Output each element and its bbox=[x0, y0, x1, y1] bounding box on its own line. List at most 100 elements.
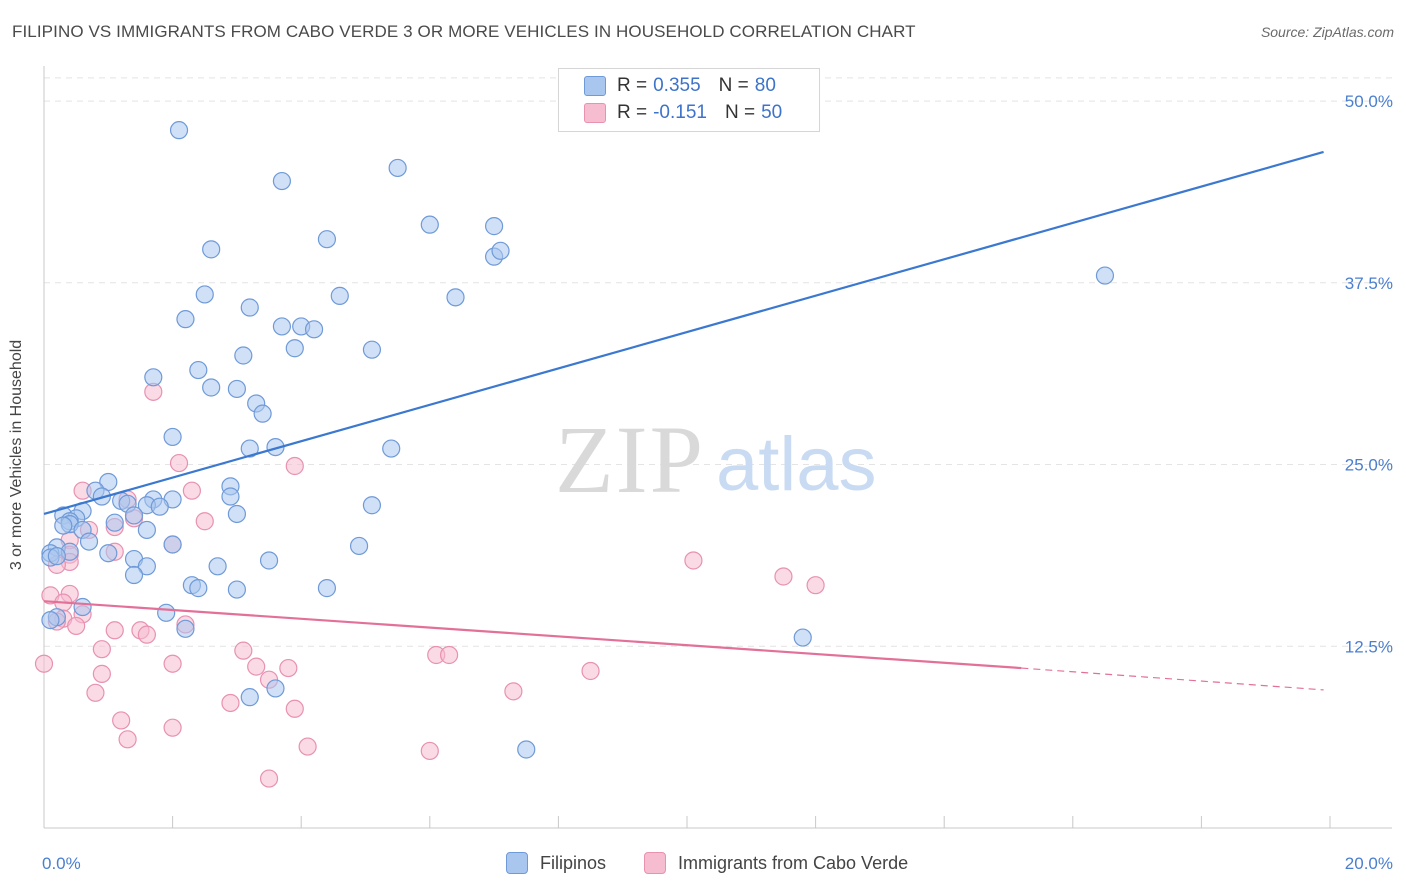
data-point-filipinos bbox=[150, 497, 169, 516]
data-point-filipinos bbox=[99, 544, 118, 563]
axes bbox=[43, 66, 1392, 829]
data-point-cabo-verde bbox=[298, 737, 317, 756]
trend-line-cabo-verde bbox=[43, 600, 1022, 670]
data-point-filipinos bbox=[362, 340, 382, 359]
data-point-filipinos bbox=[234, 346, 253, 365]
data-point-cabo-verde bbox=[234, 641, 253, 660]
data-point-cabo-verde bbox=[67, 616, 86, 636]
data-point-cabo-verde bbox=[581, 661, 600, 681]
data-point-filipinos bbox=[253, 404, 272, 423]
data-point-filipinos bbox=[317, 230, 337, 249]
data-point-filipinos bbox=[272, 317, 292, 336]
data-point-filipinos bbox=[79, 532, 99, 551]
data-point-cabo-verde bbox=[259, 769, 279, 788]
data-point-cabo-verde bbox=[163, 654, 182, 673]
data-point-cabo-verde bbox=[86, 683, 105, 702]
data-point-filipinos bbox=[259, 551, 279, 570]
x-tick-label: 0.0% bbox=[42, 854, 81, 873]
data-point-cabo-verde bbox=[92, 664, 111, 683]
data-point-filipinos bbox=[317, 579, 337, 598]
data-point-cabo-verde bbox=[247, 657, 266, 676]
data-point-filipinos bbox=[189, 360, 208, 380]
data-point-filipinos bbox=[388, 158, 407, 178]
data-point-filipinos bbox=[793, 628, 812, 647]
data-point-cabo-verde bbox=[279, 658, 298, 678]
legend-item-cabo-verde: Immigrants from Cabo Verde bbox=[644, 852, 908, 874]
source-credit: Source: ZipAtlas.com bbox=[1260, 24, 1394, 40]
data-point-filipinos bbox=[240, 298, 259, 317]
data-point-filipinos bbox=[189, 579, 208, 598]
data-point-cabo-verde bbox=[34, 654, 54, 673]
data-point-cabo-verde bbox=[92, 640, 111, 659]
data-point-filipinos bbox=[41, 610, 60, 630]
data-point-filipinos bbox=[73, 597, 92, 617]
legend-row-cabo-verde: R = -0.151 N = 50 bbox=[584, 101, 783, 125]
swatch-blue bbox=[506, 852, 528, 874]
data-point-filipinos bbox=[137, 557, 156, 576]
n-value: 80 bbox=[754, 75, 776, 96]
trend-line-filipinos bbox=[43, 150, 1324, 516]
data-point-filipinos bbox=[227, 379, 246, 399]
data-point-filipinos bbox=[208, 557, 227, 576]
data-point-filipinos bbox=[47, 547, 66, 566]
data-point-filipinos bbox=[137, 520, 156, 540]
r-value: 0.355 bbox=[653, 75, 701, 96]
data-point-filipinos bbox=[240, 439, 259, 458]
swatch-blue bbox=[584, 76, 606, 96]
trend-line-cabo-verde-extension bbox=[1021, 667, 1324, 691]
data-point-filipinos bbox=[304, 320, 324, 339]
n-label: N = bbox=[724, 102, 756, 123]
data-point-filipinos bbox=[163, 427, 182, 447]
data-point-cabo-verde bbox=[163, 718, 182, 737]
y-tick-label: 25.0% bbox=[1345, 456, 1393, 475]
series-cabo-verde-points bbox=[34, 382, 825, 788]
r-label: R = bbox=[617, 102, 648, 123]
data-point-filipinos bbox=[124, 565, 144, 585]
swatch-pink bbox=[644, 852, 666, 874]
data-point-filipinos bbox=[202, 378, 221, 397]
legend-label: Filipinos bbox=[540, 852, 607, 873]
data-point-filipinos bbox=[176, 310, 195, 329]
series-legend: Filipinos Immigrants from Cabo Verde bbox=[0, 852, 1406, 878]
r-value: -0.151 bbox=[653, 102, 707, 123]
data-point-filipinos bbox=[349, 536, 369, 556]
data-point-filipinos bbox=[227, 580, 246, 599]
legend-label: Immigrants from Cabo Verde bbox=[678, 852, 909, 873]
data-point-cabo-verde bbox=[439, 645, 459, 665]
data-point-filipinos bbox=[227, 504, 246, 524]
data-point-cabo-verde bbox=[118, 730, 137, 749]
legend-row-filipinos: R = 0.355 N = 80 bbox=[584, 74, 776, 98]
data-point-cabo-verde bbox=[806, 576, 825, 595]
data-point-filipinos bbox=[446, 288, 465, 307]
data-point-filipinos bbox=[266, 679, 285, 698]
n-label: N = bbox=[718, 75, 749, 96]
data-point-filipinos bbox=[54, 516, 73, 535]
data-point-filipinos bbox=[169, 121, 189, 140]
data-point-cabo-verde bbox=[774, 567, 793, 586]
data-point-filipinos bbox=[272, 171, 292, 191]
trend-lines bbox=[43, 150, 1324, 691]
legend-item-filipinos: Filipinos bbox=[506, 852, 606, 874]
r-label: R = bbox=[617, 75, 648, 96]
data-point-cabo-verde bbox=[169, 453, 189, 473]
data-point-filipinos bbox=[157, 603, 176, 622]
data-point-filipinos bbox=[491, 241, 510, 260]
data-point-filipinos bbox=[517, 740, 536, 759]
data-point-cabo-verde bbox=[285, 456, 304, 476]
data-point-filipinos bbox=[362, 496, 382, 515]
n-value: 50 bbox=[761, 102, 783, 123]
data-point-filipinos bbox=[285, 339, 304, 358]
data-point-filipinos bbox=[382, 439, 401, 458]
y-tick-label: 12.5% bbox=[1345, 637, 1393, 656]
chart-title: FILIPINO VS IMMIGRANTS FROM CABO VERDE 3… bbox=[12, 22, 916, 41]
y-tick-label: 37.5% bbox=[1345, 274, 1393, 293]
data-point-cabo-verde bbox=[285, 699, 304, 718]
series-filipinos-points bbox=[41, 121, 1115, 759]
data-point-filipinos bbox=[221, 487, 240, 506]
data-point-filipinos bbox=[144, 368, 163, 387]
data-point-filipinos bbox=[330, 286, 349, 305]
data-point-cabo-verde bbox=[137, 625, 156, 644]
data-point-cabo-verde bbox=[221, 693, 240, 713]
swatch-pink bbox=[584, 103, 606, 123]
